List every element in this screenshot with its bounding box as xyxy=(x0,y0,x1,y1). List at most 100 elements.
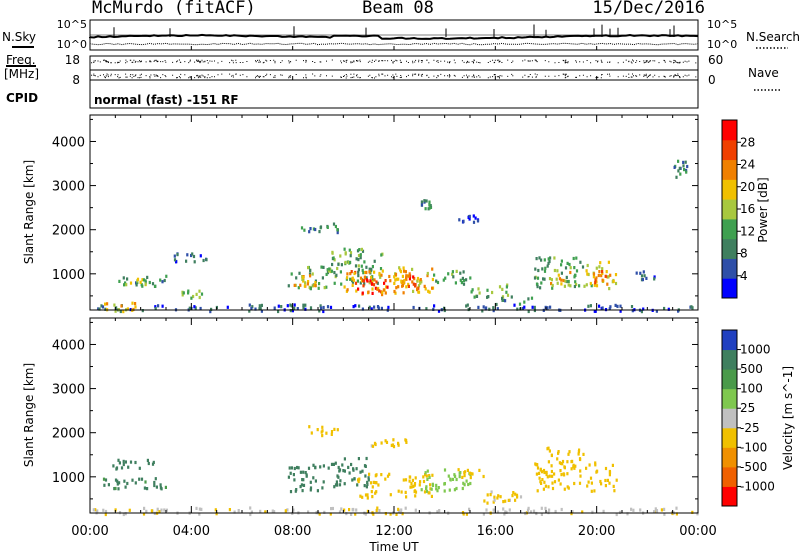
range-cell xyxy=(165,274,168,278)
range-cell xyxy=(541,470,544,474)
range-cell xyxy=(198,289,201,293)
range-cell xyxy=(619,309,622,313)
range-cell xyxy=(373,278,376,282)
range-cell xyxy=(287,284,290,288)
range-cell xyxy=(155,485,158,489)
range-cell xyxy=(381,290,384,294)
range-cell xyxy=(365,485,368,489)
colorbar-tick-label: 16 xyxy=(740,202,755,216)
range-cell xyxy=(459,271,462,275)
range-cell xyxy=(303,284,306,288)
range-cell xyxy=(543,269,547,273)
range-cell xyxy=(380,306,383,310)
range-cell xyxy=(289,309,292,313)
range-cell xyxy=(570,512,573,516)
range-cell xyxy=(492,500,495,504)
range-cell xyxy=(513,303,516,307)
range-cell xyxy=(277,304,280,308)
range-cell xyxy=(357,258,360,262)
range-cell xyxy=(371,495,374,499)
range-cell xyxy=(416,286,419,290)
range-cell xyxy=(316,489,319,493)
range-cell xyxy=(557,451,560,455)
range-cell xyxy=(375,508,378,513)
range-cell xyxy=(260,309,263,313)
colorbar-tick-label: 100 xyxy=(740,382,763,396)
range-cell xyxy=(368,472,371,476)
range-cell xyxy=(346,288,349,292)
range-cell xyxy=(329,305,333,309)
range-cell xyxy=(293,478,296,482)
range-cell xyxy=(469,276,472,280)
freq-left-tick-low: 8 xyxy=(72,73,80,87)
range-cell xyxy=(555,277,558,281)
range-cell xyxy=(304,281,307,285)
range-cell xyxy=(505,510,508,514)
range-cell xyxy=(378,271,381,276)
range-cell xyxy=(379,275,382,279)
range-cell xyxy=(564,266,568,270)
range-cell xyxy=(384,439,387,443)
range-cell xyxy=(534,462,537,466)
range-cell xyxy=(476,219,480,223)
range-cell xyxy=(327,269,331,273)
range-cell xyxy=(118,481,121,485)
range-cell xyxy=(502,507,505,511)
range-cell xyxy=(462,219,465,223)
colorbar-swatch xyxy=(722,369,737,390)
range-cell xyxy=(384,512,387,516)
range-cell xyxy=(402,281,405,286)
range-cell xyxy=(612,279,615,283)
range-cell xyxy=(384,279,387,283)
range-cell xyxy=(567,486,570,490)
range-cell xyxy=(321,425,324,429)
range-cell xyxy=(198,295,201,300)
range-cell xyxy=(409,274,412,278)
range-cell xyxy=(125,283,128,287)
range-cell xyxy=(404,506,407,510)
range-cell xyxy=(466,303,469,307)
range-cell xyxy=(548,259,551,264)
range-cell xyxy=(548,449,551,453)
range-cell xyxy=(569,284,572,288)
range-cell xyxy=(302,470,305,474)
range-cell xyxy=(491,290,494,295)
range-cell xyxy=(367,478,370,482)
range-cell xyxy=(358,477,361,481)
range-cell xyxy=(366,496,369,500)
range-cell xyxy=(199,254,202,258)
range-cell xyxy=(503,512,506,516)
range-cell xyxy=(535,472,538,476)
range-cell xyxy=(419,281,422,285)
range-cell xyxy=(338,468,342,472)
range-cell xyxy=(574,464,577,468)
range-cell xyxy=(563,466,566,470)
range-cell xyxy=(131,478,134,482)
y-tick-label: 4000 xyxy=(52,338,85,353)
colorbar-tick-label: 500 xyxy=(740,362,763,376)
range-cell xyxy=(366,509,369,513)
noise-panel: N.Sky 10^5 10^0 10^5 10^0 N.Search xyxy=(2,18,800,51)
range-cell xyxy=(148,280,151,285)
range-cell xyxy=(332,222,336,226)
range-cell xyxy=(314,227,317,232)
range-cell xyxy=(343,508,346,512)
range-cell xyxy=(405,439,408,443)
range-cell xyxy=(544,484,547,488)
range-cell xyxy=(192,294,195,299)
range-cell xyxy=(455,486,458,491)
range-cell xyxy=(175,260,178,264)
range-cell xyxy=(416,279,419,283)
range-cell xyxy=(379,267,383,271)
range-cell xyxy=(390,443,393,447)
range-cell xyxy=(122,462,125,467)
range-cell xyxy=(404,490,407,494)
range-cell xyxy=(608,481,611,485)
range-cell xyxy=(360,247,363,251)
range-cell xyxy=(314,479,317,483)
velocity-colorbar: 1000 500 100 25 -25 -100 -500 -1000 Velocity [m… xyxy=(721,329,795,507)
range-cell xyxy=(320,430,323,434)
range-cell xyxy=(551,481,554,485)
range-cell xyxy=(361,307,364,311)
range-cell xyxy=(436,489,439,493)
